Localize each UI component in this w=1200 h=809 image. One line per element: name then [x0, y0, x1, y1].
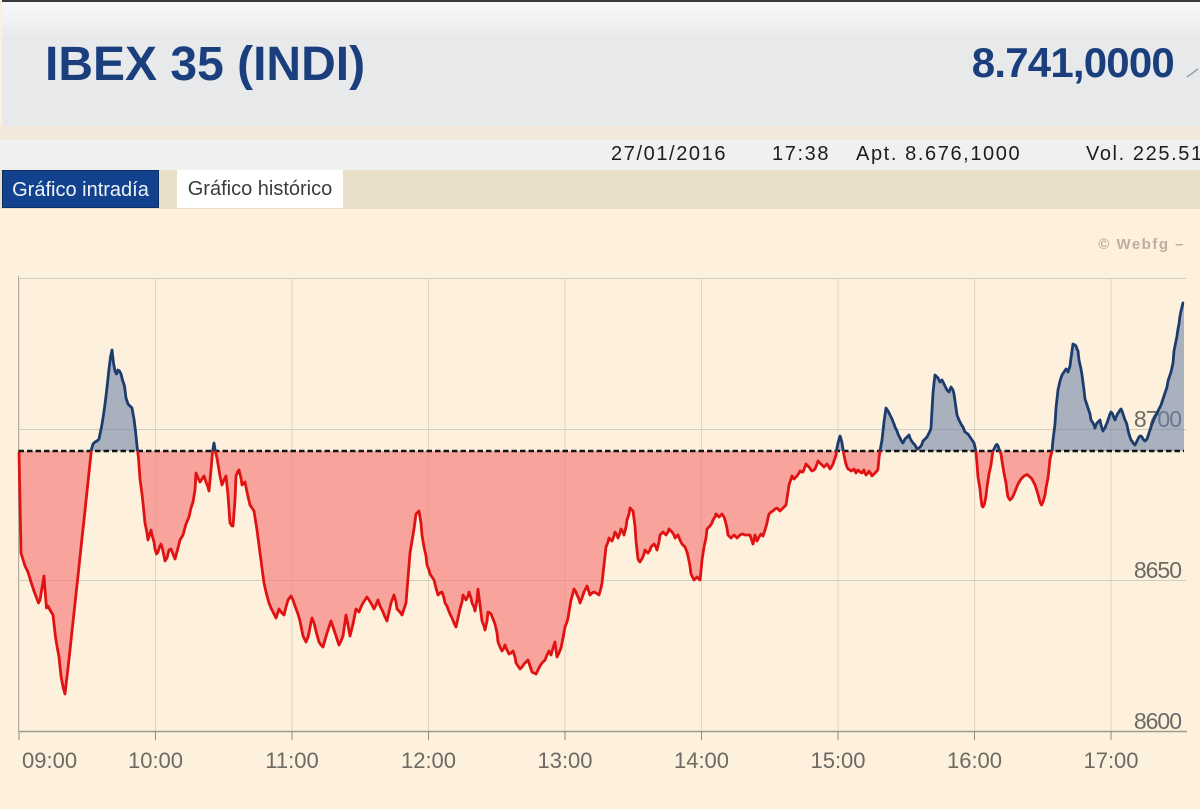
svg-text:17:00: 17:00 — [1083, 748, 1138, 773]
svg-text:16:00: 16:00 — [947, 748, 1002, 773]
svg-text:8650: 8650 — [1134, 557, 1181, 583]
svg-text:8600: 8600 — [1134, 708, 1181, 734]
svg-text:© Webfg –: © Webfg – — [1098, 236, 1185, 253]
svg-text:13:00: 13:00 — [537, 748, 592, 773]
svg-text:14:00: 14:00 — [674, 748, 729, 773]
svg-text:11:00: 11:00 — [265, 748, 318, 773]
svg-text:10:00: 10:00 — [128, 748, 183, 773]
svg-text:15:00: 15:00 — [810, 748, 865, 773]
svg-text:12:00: 12:00 — [401, 748, 456, 773]
svg-text:09:00: 09:00 — [22, 748, 77, 773]
